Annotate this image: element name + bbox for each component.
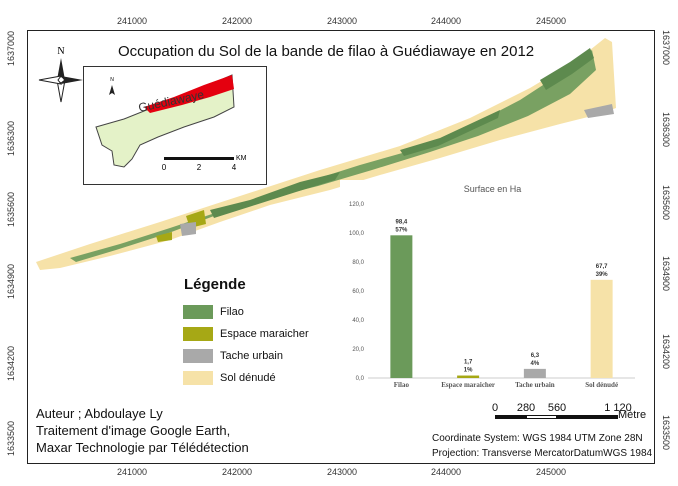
bar: [523, 368, 546, 378]
north-arrow-label: N: [57, 46, 64, 57]
data-label-value: 98,4: [396, 219, 408, 225]
x-tick-label: Espace maraicher: [441, 381, 495, 389]
filao-area: [400, 110, 500, 156]
legend-label: Espace maraicher: [220, 328, 309, 340]
inset-map: Guédiawaye N 0 2 4 KM: [83, 66, 267, 185]
x-tick-top: 241000: [116, 16, 148, 26]
espace-maraicher-area: [156, 232, 172, 242]
y-tick-label: 20,0: [352, 347, 364, 353]
surface-chart: Surface en Ha 0,0 20,0 40,0 60,0 80,0 100,0 12…: [340, 180, 645, 395]
scale-bar-segment: [526, 415, 557, 419]
bar: [390, 235, 413, 378]
scale-unit: Mètre: [618, 409, 647, 421]
x-tick-bottom: 244000: [430, 467, 462, 477]
legend-item-espace-maraicher: Espace maraicher: [183, 327, 309, 341]
x-tick-label: Tache urbain: [515, 381, 555, 389]
x-tick-label: Sol dénudé: [585, 381, 618, 389]
scale-bar: 0 280 560 1 120: [488, 402, 633, 422]
filao-area: [540, 48, 594, 90]
legend-item-filao: Filao: [183, 305, 244, 319]
author-line: Traitement d'image Google Earth,: [36, 423, 231, 438]
x-tick-label: Filao: [394, 381, 410, 389]
legend-swatch: [183, 349, 213, 363]
chart-title: Surface en Ha: [463, 184, 522, 194]
data-label-value: 67,7: [596, 264, 608, 270]
inset-scale-label: 4: [232, 163, 237, 172]
scale-bar-segment: [495, 415, 526, 419]
data-label-percent: 4%: [531, 361, 540, 367]
scale-bar-segment: [557, 415, 618, 419]
scale-label: 560: [547, 402, 567, 414]
x-tick-top: 244000: [430, 16, 462, 26]
data-label-value: 6,3: [531, 353, 540, 359]
x-tick-top: 243000: [326, 16, 358, 26]
y-tick-label: 40,0: [352, 318, 364, 324]
inset-scale-label: 0: [162, 163, 167, 172]
legend-swatch: [183, 371, 213, 385]
legend-item-tache-urbain: Tache urbain: [183, 349, 283, 363]
map-title: Occupation du Sol de la bande de filao à…: [118, 43, 535, 60]
projection-info: Projection: Transverse MercatorDatumWGS …: [432, 448, 653, 459]
x-tick-bottom: 242000: [221, 467, 253, 477]
tache-urbain-area: [584, 104, 614, 118]
y-tick-label: 0,0: [356, 376, 365, 382]
author-line: Maxar Technologie par Télédétection: [36, 440, 249, 455]
scale-label: 0: [491, 402, 499, 414]
x-tick-bottom: 243000: [326, 467, 358, 477]
data-label-percent: 57%: [395, 227, 408, 233]
data-label-percent: 1%: [464, 368, 473, 374]
legend-title: Légende: [184, 276, 246, 293]
x-tick-bottom: 241000: [116, 467, 148, 477]
scale-label: 280: [516, 402, 536, 414]
inset-map-drawing: Guédiawaye N 0 2 4 KM: [95, 74, 247, 172]
y-tick-label: 120,0: [349, 202, 365, 208]
author-line: Auteur ; Abdoulaye Ly: [36, 406, 163, 421]
inset-scale-unit: KM: [236, 155, 247, 162]
tache-urbain-area: [180, 222, 196, 236]
inset-north-label: N: [110, 77, 114, 83]
north-arrow-icon: N: [38, 46, 83, 103]
x-tick-bottom: 245000: [535, 467, 567, 477]
legend-item-sol-denude: Sol dénudé: [183, 371, 276, 385]
legend-swatch: [183, 327, 213, 341]
y-tick-label: 60,0: [352, 289, 364, 295]
y-tick-label: 80,0: [352, 260, 364, 266]
chart-svg: 0,0 20,0 40,0 60,0 80,0 100,0 120,0 98,4 57% Fila…: [349, 202, 635, 389]
data-label-value: 1,7: [464, 360, 473, 366]
y-tick-label: 100,0: [349, 231, 365, 237]
data-label-percent: 39%: [596, 272, 609, 278]
x-tick-top: 242000: [221, 16, 253, 26]
bar: [590, 279, 613, 378]
legend-label: Filao: [220, 306, 244, 318]
bar: [457, 375, 480, 378]
coordinate-system: Coordinate System: WGS 1984 UTM Zone 28N: [432, 433, 643, 444]
x-tick-top: 245000: [535, 16, 567, 26]
filao-area: [210, 172, 340, 218]
inset-scale-label: 2: [197, 163, 202, 172]
legend-label: Tache urbain: [220, 350, 283, 362]
legend-label: Sol dénudé: [220, 372, 276, 384]
legend-swatch: [183, 305, 213, 319]
scale-label: 1 120: [604, 402, 632, 414]
sol-denude-area: [36, 38, 616, 270]
